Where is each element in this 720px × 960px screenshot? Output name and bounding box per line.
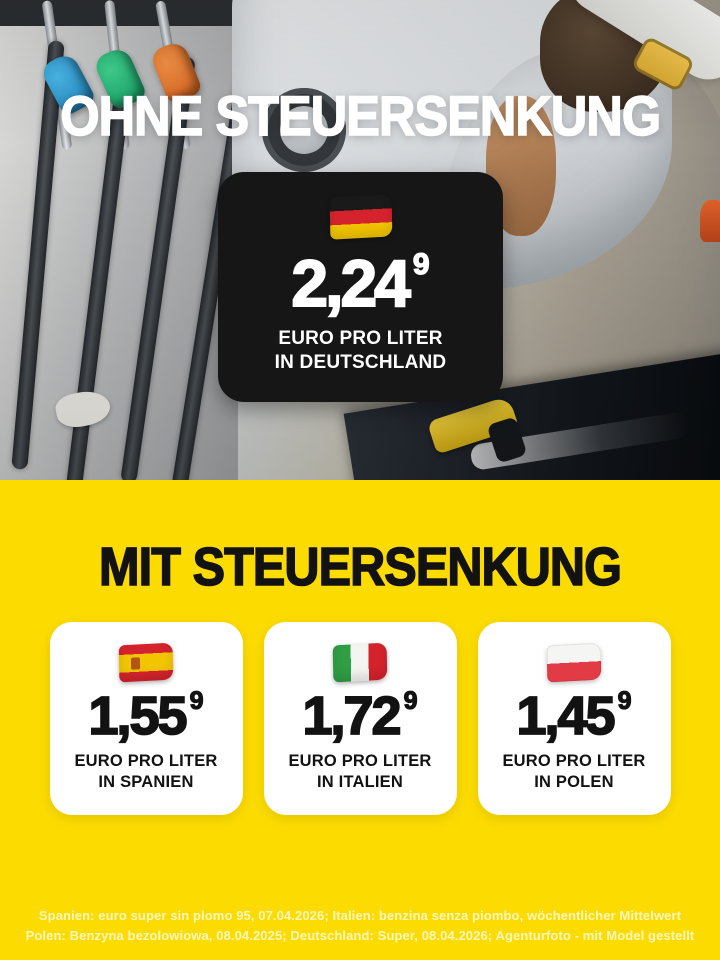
poland-price-label: EURO PRO LITER IN POLEN [502,751,645,793]
poland-price-row: 1,45 9 [516,686,633,746]
headline-without-tax-cut: OHNE STEUERSENKUNG [0,84,720,147]
italy-label-line2: IN ITALIEN [316,773,404,792]
spain-price: 1,55 [88,686,189,746]
photo-car-wheel-hub [280,106,328,154]
germany-price-label: EURO PRO LITER IN DEUTSCHLAND [275,327,447,376]
spain-flag-icon [118,642,174,683]
footnote-line2: Polen: Benzyna bezolowiowa, 08.04.2025; … [25,927,695,943]
germany-price-card: 2,24 9 EURO PRO LITER IN DEUTSCHLAND [218,172,503,402]
italy-label-line1: EURO PRO LITER [288,752,432,771]
germany-price: 2,24 [290,246,411,320]
poland-price: 1,45 [516,686,617,746]
footnote-line1: Spanien: euro super sin plomo 95, 07.04.… [38,907,682,923]
source-footnote: Spanien: euro super sin plomo 95, 07.04.… [0,906,720,946]
spain-price-card: 1,55 9 EURO PRO LITER IN SPANIEN [49,622,243,815]
spain-label-line1: EURO PRO LITER [74,752,218,771]
germany-label-line1: EURO PRO LITER [278,327,443,349]
photo-traffic-cone [700,200,720,242]
italy-price-card: 1,72 9 EURO PRO LITER IN ITALIEN [263,622,457,815]
poland-price-card: 1,45 9 EURO PRO LITER IN POLEN [477,622,671,815]
with-tax-cut-section: MIT STEUERSENKUNG 1,55 9 EURO PRO LITER … [0,480,720,960]
germany-price-superscript: 9 [412,248,430,281]
spain-price-superscript: 9 [189,687,204,715]
italy-price-row: 1,72 9 [302,686,419,746]
poland-label-line1: EURO PRO LITER [502,752,646,771]
italy-price-superscript: 9 [403,687,418,715]
country-price-cards-row: 1,55 9 EURO PRO LITER IN SPANIEN 1,72 9 … [0,622,720,815]
germany-flag-icon [329,194,392,240]
headline-bottom-text: MIT STEUERSENKUNG [98,537,622,597]
photo-pump-topbar [0,0,238,26]
poland-label-line2: IN POLEN [534,773,614,792]
headline-top-text: OHNE STEUERSENKUNG [59,84,661,147]
italy-price-label: EURO PRO LITER IN ITALIEN [288,751,431,793]
germany-label-line2: IN DEUTSCHLAND [274,352,447,374]
italy-price: 1,72 [302,686,403,746]
headline-with-tax-cut: MIT STEUERSENKUNG [0,537,720,597]
spain-price-label: EURO PRO LITER IN SPANIEN [74,751,217,793]
germany-price-row: 2,24 9 [290,246,430,320]
poland-flag-icon [546,642,602,683]
italy-flag-icon [332,642,388,683]
spain-price-row: 1,55 9 [88,686,205,746]
spain-label-line2: IN SPANIEN [98,773,194,792]
poland-price-superscript: 9 [617,687,632,715]
